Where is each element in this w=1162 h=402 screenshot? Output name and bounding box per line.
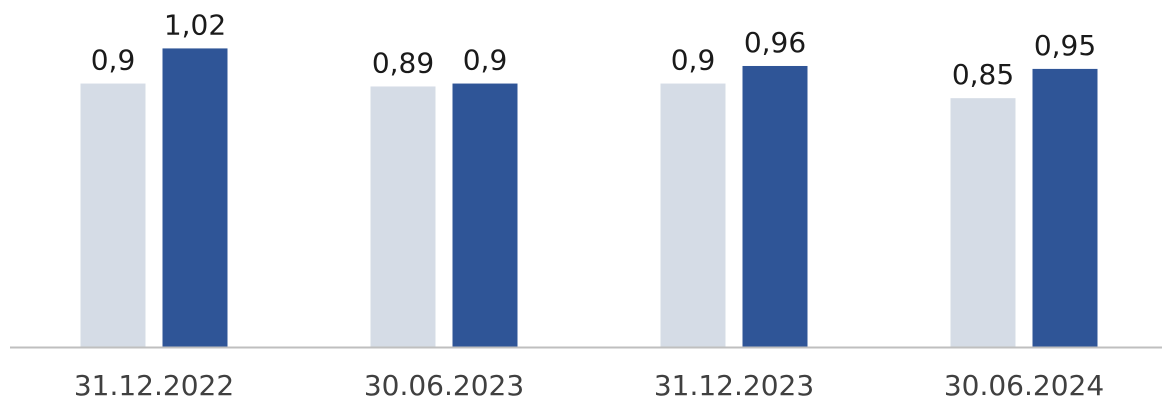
x-tick-label-1: 31.12.2022 (74, 369, 234, 402)
x-tick-label-2: 30.06.2023 (364, 369, 524, 402)
x-tick-label-4: 30.06.2024 (944, 369, 1104, 402)
bars-layer (80, 48, 1098, 348)
data-label-series-2-1: 1,02 (164, 8, 226, 41)
bar-series-2-2 (452, 83, 518, 347)
data-labels-layer: 0,9 1,02 0,89 0,9 0,9 0,96 0,85 0,95 (91, 8, 1096, 91)
data-label-series-2-2: 0,9 (463, 44, 508, 77)
data-label-series-2-3: 0,96 (744, 26, 806, 59)
data-label-series-1-4: 0,85 (952, 58, 1014, 91)
bar-series-1-1 (80, 83, 146, 347)
data-label-series-1-2: 0,89 (372, 46, 434, 79)
data-label-series-1-3: 0,9 (671, 44, 716, 77)
data-label-series-1-1: 0,9 (91, 44, 136, 77)
bar-series-1-2 (370, 86, 436, 348)
bar-series-2-4 (1032, 68, 1098, 347)
data-label-series-2-4: 0,95 (1034, 29, 1096, 62)
bar-series-2-3 (742, 65, 808, 348)
bar-series-1-4 (950, 98, 1016, 347)
x-tick-label-3: 31.12.2023 (654, 369, 814, 402)
x-tick-labels: 31.12.2022 30.06.2023 31.12.2023 30.06.2024 (74, 369, 1104, 402)
bar-series-1-3 (660, 83, 726, 347)
bar-series-2-1 (162, 48, 228, 347)
